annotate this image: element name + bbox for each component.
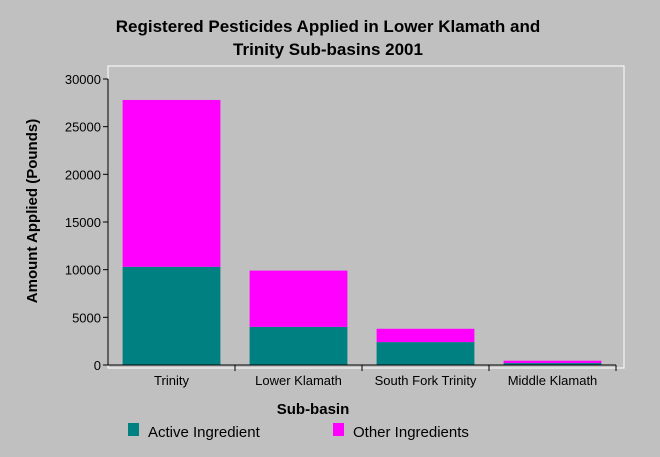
y-tick-label: 20000 — [65, 167, 101, 182]
chart-title-line-1: Registered Pesticides Applied in Lower K… — [116, 17, 540, 36]
y-tick-label: 25000 — [65, 120, 101, 135]
y-tick-label: 30000 — [65, 72, 101, 87]
x-tick-label: Trinity — [154, 373, 189, 388]
legend-swatch-other — [333, 423, 344, 436]
x-axis-label: Sub-basin — [277, 401, 350, 418]
bar-active-trinity — [122, 266, 221, 365]
legend-swatch-active — [128, 423, 139, 436]
x-tick-label: South Fork Trinity — [375, 373, 477, 388]
bar-other-trinity — [122, 99, 221, 267]
x-ticks: Trinity Lower Klamath South Fork Trinity Mi… — [154, 365, 617, 388]
legend-label-other: Other Ingredients — [353, 424, 469, 441]
bar-other-south-fork-trinity — [376, 328, 475, 343]
legend-label-active: Active Ingredient — [148, 424, 261, 441]
chart-title: Registered Pesticides Applied in Lower K… — [116, 17, 540, 59]
chart-title-line-2: Trinity Sub-basins 2001 — [233, 40, 423, 59]
bar-active-south-fork-trinity — [376, 342, 475, 365]
y-tick-label: 10000 — [65, 263, 101, 278]
y-tick-label: 5000 — [72, 310, 101, 325]
y-tick-label: 0 — [94, 358, 101, 373]
y-ticks: 0 5000 10000 15000 20000 25000 30000 — [65, 72, 108, 373]
bar-active-middle-klamath — [503, 363, 602, 365]
bar-active-lower-klamath — [249, 326, 348, 365]
y-axis-label: Amount Applied (Pounds) — [24, 119, 41, 303]
x-tick-label: Lower Klamath — [255, 373, 342, 388]
legend: Active Ingredient Other Ingredients — [128, 423, 469, 441]
bar-other-lower-klamath — [249, 270, 348, 327]
y-tick-label: 15000 — [65, 215, 101, 230]
bars — [122, 99, 602, 365]
bar-other-middle-klamath — [503, 360, 602, 364]
x-tick-label: Middle Klamath — [508, 373, 598, 388]
